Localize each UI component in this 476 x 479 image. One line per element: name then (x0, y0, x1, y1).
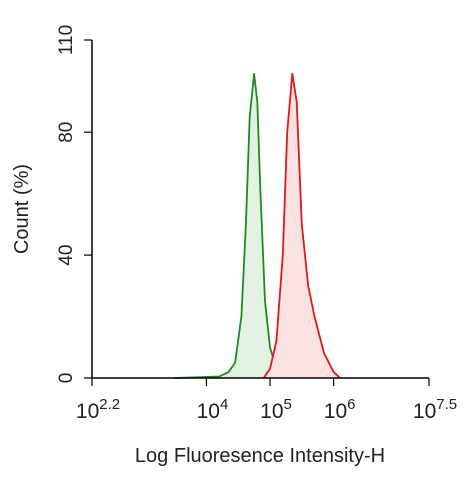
x-tick-label: 105 (260, 396, 292, 423)
x-tick-exponent: 7.5 (436, 396, 457, 413)
series-line (262, 72, 341, 379)
y-axis-label: Count (%) (11, 164, 33, 254)
x-tick-label: 107.5 (413, 396, 457, 423)
x-tick-exponent: 2.2 (99, 396, 120, 413)
x-tick-label: 102.2 (76, 396, 120, 423)
y-tick-label: 40 (56, 245, 77, 266)
x-tick-exponent: 5 (284, 396, 292, 413)
y-tick-label: 110 (56, 25, 77, 55)
x-tick-label: 104 (197, 396, 229, 423)
y-tick-label: 0 (56, 373, 77, 384)
series-area (174, 73, 290, 379)
x-tick-base: 10 (260, 400, 283, 423)
x-tick-label: 106 (324, 396, 356, 423)
x-tick-base: 10 (324, 400, 347, 423)
x-tick-exponent: 4 (220, 396, 228, 413)
series-line (174, 72, 290, 379)
y-tick-label: 80 (56, 122, 77, 143)
x-tick-exponent: 6 (347, 396, 355, 413)
x-tick-base: 10 (413, 400, 436, 423)
x-tick-base: 10 (76, 400, 99, 423)
x-tick-base: 10 (197, 400, 220, 423)
x-axis-label: Log Fluoresence Intensity-H (135, 445, 385, 467)
